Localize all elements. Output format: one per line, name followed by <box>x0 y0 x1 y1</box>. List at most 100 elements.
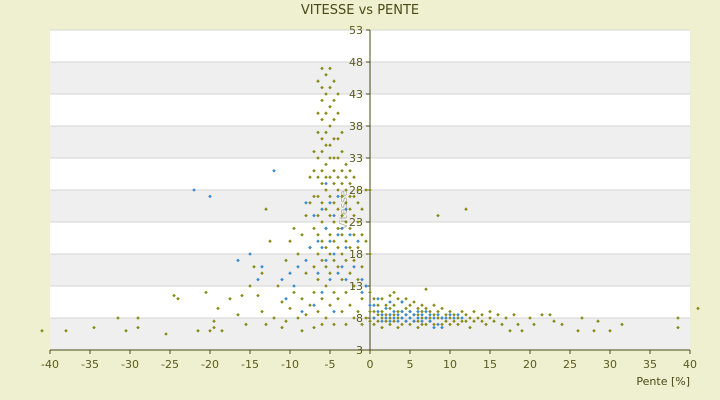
data-point <box>388 300 392 304</box>
data-point <box>392 309 396 314</box>
data-point <box>356 201 360 205</box>
data-point <box>308 303 312 307</box>
data-point <box>408 322 412 327</box>
data-point <box>208 329 212 333</box>
data-point <box>440 306 444 311</box>
data-point <box>396 309 400 314</box>
data-points <box>40 66 700 336</box>
data-point <box>512 313 516 317</box>
data-point <box>380 313 384 317</box>
data-point <box>468 316 472 320</box>
data-point <box>380 309 384 314</box>
x-tick-label: 20 <box>523 358 537 371</box>
data-point <box>228 297 232 301</box>
data-point <box>428 319 432 323</box>
data-point <box>452 319 456 323</box>
data-point <box>416 309 420 314</box>
data-point <box>340 130 344 135</box>
data-point <box>348 181 352 186</box>
x-tick-label: -35 <box>81 358 99 371</box>
data-point <box>328 143 332 147</box>
data-point <box>344 207 348 211</box>
y-tick-label: 48 <box>349 56 363 69</box>
data-point <box>300 233 304 237</box>
data-point <box>344 290 348 295</box>
data-point <box>392 313 396 317</box>
data-point <box>336 156 340 160</box>
data-point <box>320 181 324 186</box>
data-point <box>540 313 544 317</box>
data-point <box>420 316 424 320</box>
data-point <box>252 265 256 269</box>
data-point <box>304 201 308 205</box>
data-point <box>172 293 176 298</box>
data-point <box>440 322 444 327</box>
data-point <box>332 117 336 122</box>
data-point <box>296 252 300 256</box>
data-point <box>292 284 296 288</box>
data-point <box>328 105 332 109</box>
data-point <box>408 309 412 314</box>
data-point <box>320 149 324 154</box>
x-tick-label: -30 <box>121 358 139 371</box>
data-point <box>380 297 384 301</box>
data-point <box>304 271 308 275</box>
data-point <box>372 309 376 314</box>
data-point <box>328 213 332 218</box>
data-point <box>332 309 336 314</box>
data-point <box>332 79 336 83</box>
data-point <box>344 277 348 282</box>
data-point <box>388 322 392 327</box>
data-point <box>444 319 448 323</box>
data-point <box>460 319 464 323</box>
data-point <box>608 329 612 333</box>
data-point <box>324 162 328 167</box>
data-point <box>340 233 344 237</box>
data-point <box>328 66 332 71</box>
data-point <box>340 226 344 231</box>
data-point <box>392 316 396 320</box>
data-point <box>460 309 464 314</box>
data-point <box>356 277 360 282</box>
data-point <box>436 316 440 320</box>
data-point <box>320 239 324 243</box>
data-point <box>436 309 440 314</box>
data-point <box>272 169 276 173</box>
data-point <box>460 316 464 320</box>
y-tick-label: 33 <box>349 152 363 165</box>
data-point <box>300 309 304 314</box>
data-point <box>208 194 212 199</box>
data-point <box>340 149 344 154</box>
data-point <box>332 290 336 295</box>
data-point <box>316 79 320 83</box>
data-point <box>388 319 392 323</box>
data-point <box>296 265 300 269</box>
data-point <box>396 319 400 323</box>
data-point <box>332 201 336 205</box>
data-point <box>328 85 332 90</box>
data-point <box>504 316 508 320</box>
data-point <box>492 319 496 323</box>
data-point <box>276 284 280 288</box>
data-point <box>284 258 288 263</box>
data-point <box>312 194 316 199</box>
data-point <box>316 252 320 256</box>
data-point <box>324 111 328 115</box>
y-tick-label: 28 <box>349 184 363 197</box>
data-point <box>368 309 372 314</box>
data-point <box>428 316 432 320</box>
data-point <box>244 322 248 327</box>
data-point <box>340 252 344 256</box>
data-point <box>320 207 324 211</box>
data-point <box>348 207 352 211</box>
data-point <box>116 316 120 320</box>
data-point <box>620 322 624 327</box>
data-point <box>580 316 584 320</box>
data-point <box>328 124 332 128</box>
data-point <box>384 306 388 311</box>
data-point <box>300 329 304 333</box>
data-point <box>344 201 348 205</box>
data-point <box>424 322 428 327</box>
data-point <box>328 194 332 199</box>
data-point <box>360 265 364 269</box>
